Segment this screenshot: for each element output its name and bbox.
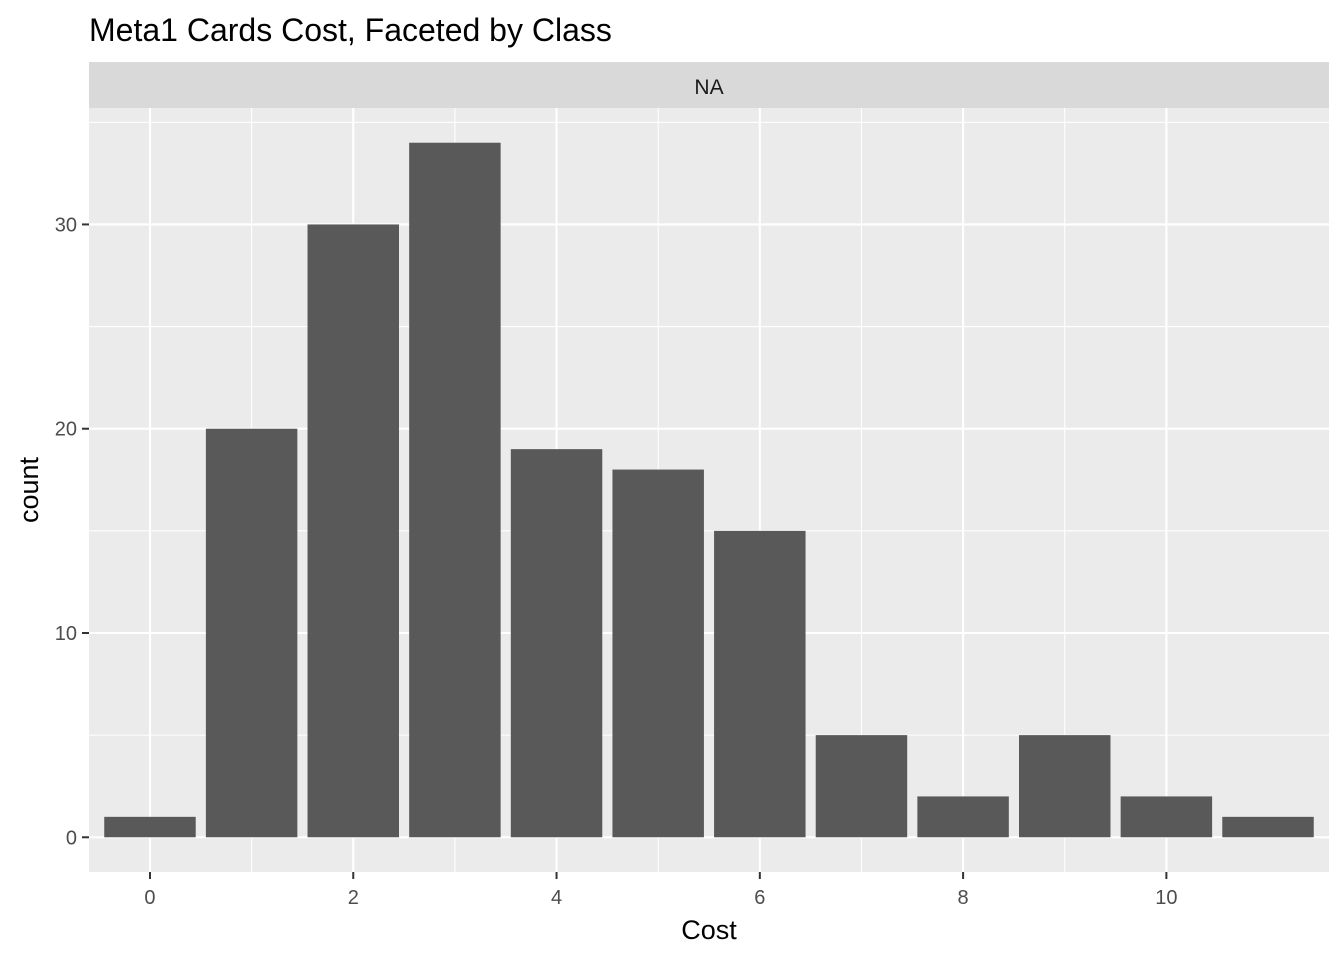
y-tick-label: 0	[66, 827, 77, 849]
x-tick-label: 0	[144, 887, 155, 909]
bar-cost-2	[307, 224, 399, 838]
y-axis: 0 10 20 30	[55, 214, 89, 849]
x-tick-label: 6	[754, 887, 765, 909]
x-tick-label: 2	[348, 887, 359, 909]
bar-cost-5	[612, 469, 704, 838]
y-tick-label: 30	[55, 214, 77, 236]
bars	[104, 142, 1314, 838]
bar-cost-11	[1222, 816, 1314, 838]
x-axis: 0 2 4 6 8 10	[144, 872, 1178, 909]
x-tick-label: 10	[1155, 887, 1177, 909]
bar-cost-7	[815, 735, 908, 838]
y-axis-title: count	[14, 456, 44, 523]
x-tick-label: 4	[551, 887, 562, 909]
facet-strip	[89, 62, 1329, 108]
bar-cost-9	[1019, 735, 1111, 838]
bar-cost-3	[409, 142, 501, 838]
bar-cost-1	[205, 428, 298, 838]
y-tick-label: 20	[55, 419, 77, 441]
bar-cost-6	[714, 530, 806, 838]
x-tick-label: 8	[958, 887, 969, 909]
x-axis-title: Cost	[681, 915, 737, 945]
facet-label: NA	[694, 76, 723, 99]
bar-cost-8	[917, 796, 1009, 838]
bar-cost-4	[510, 449, 603, 838]
chart-title: Meta1 Cards Cost, Faceted by Class	[89, 12, 612, 48]
bar-cost-10	[1120, 796, 1213, 838]
bar-cost-0	[104, 816, 196, 838]
y-tick-label: 10	[55, 623, 77, 645]
